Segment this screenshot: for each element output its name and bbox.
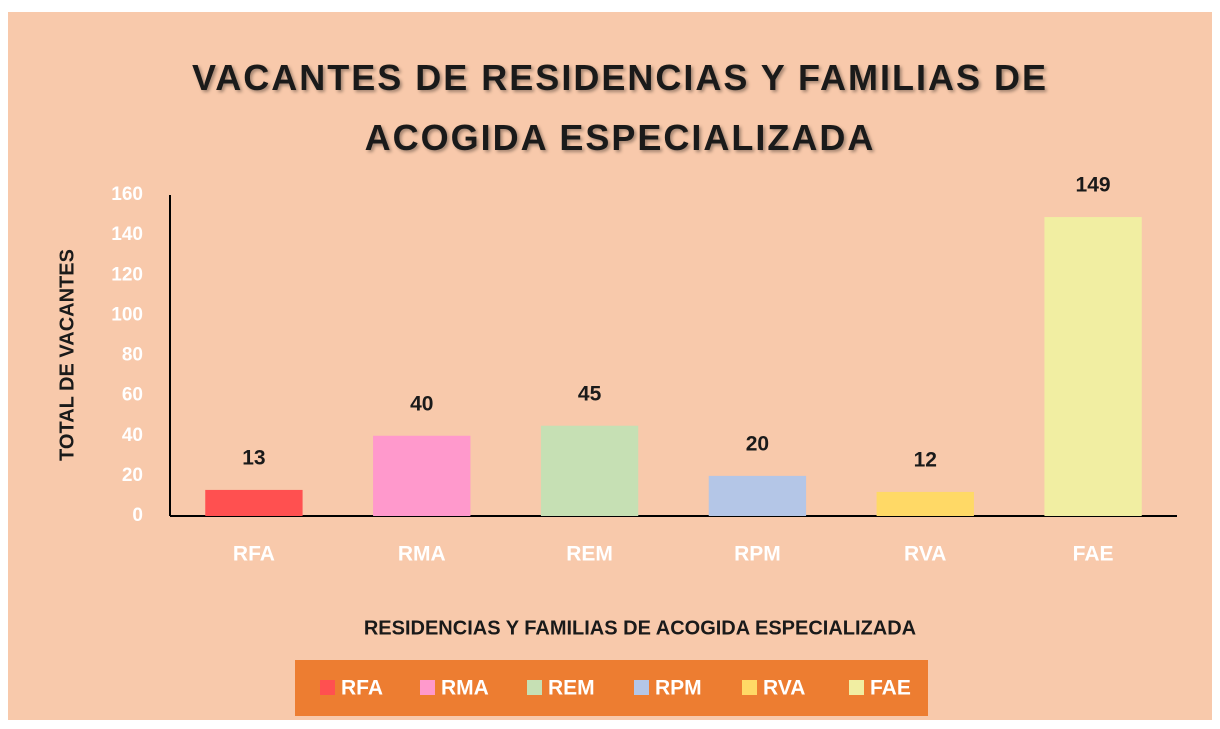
bar (373, 435, 471, 516)
legend-label: FAE (870, 677, 911, 700)
legend-label: REM (548, 677, 595, 700)
data-label: 149 (1076, 174, 1111, 197)
legend-label: RPM (655, 677, 702, 700)
bar (708, 475, 807, 516)
legend-swatch (742, 680, 757, 695)
x-tick-label: RMA (398, 543, 446, 566)
chart-background (8, 12, 1212, 720)
y-axis-title: TOTAL DE VACANTES (56, 249, 78, 461)
data-label: 13 (242, 446, 265, 469)
legend-label: RFA (341, 677, 383, 700)
bar (1044, 217, 1142, 516)
x-tick-label: RVA (904, 543, 946, 566)
legend-swatch (420, 680, 435, 695)
legend-label: RVA (763, 677, 805, 700)
data-label: 45 (578, 382, 602, 405)
legend-swatch (527, 680, 542, 695)
legend-swatch (849, 680, 864, 695)
bar (540, 425, 639, 516)
legend-swatch (320, 680, 335, 695)
y-tick-label: 160 (111, 184, 143, 205)
data-label: 12 (914, 448, 937, 471)
y-tick-label: 20 (122, 465, 143, 486)
y-tick-label: 60 (122, 385, 143, 406)
y-tick-label: 80 (122, 345, 143, 366)
y-tick-label: 140 (111, 224, 143, 245)
bar (205, 489, 303, 516)
data-label: 40 (410, 392, 433, 415)
legend-swatch (634, 680, 649, 695)
legend-box (295, 660, 928, 716)
legend-label: RMA (441, 677, 489, 700)
data-label: 20 (746, 432, 769, 455)
bar (876, 491, 974, 516)
x-tick-label: REM (566, 543, 613, 566)
x-axis-title: RESIDENCIAS Y FAMILIAS DE ACOGIDA ESPECI… (364, 617, 916, 639)
x-tick-label: RFA (233, 543, 275, 566)
x-tick-label: RPM (734, 543, 781, 566)
y-tick-label: 100 (111, 304, 143, 325)
chart-title: VACANTES DE RESIDENCIAS Y FAMILIAS DE AC… (191, 57, 1049, 158)
x-tick-label: FAE (1073, 543, 1114, 566)
y-tick-label: 40 (122, 425, 143, 446)
y-tick-label: 0 (132, 505, 143, 526)
y-tick-label: 120 (111, 264, 143, 285)
